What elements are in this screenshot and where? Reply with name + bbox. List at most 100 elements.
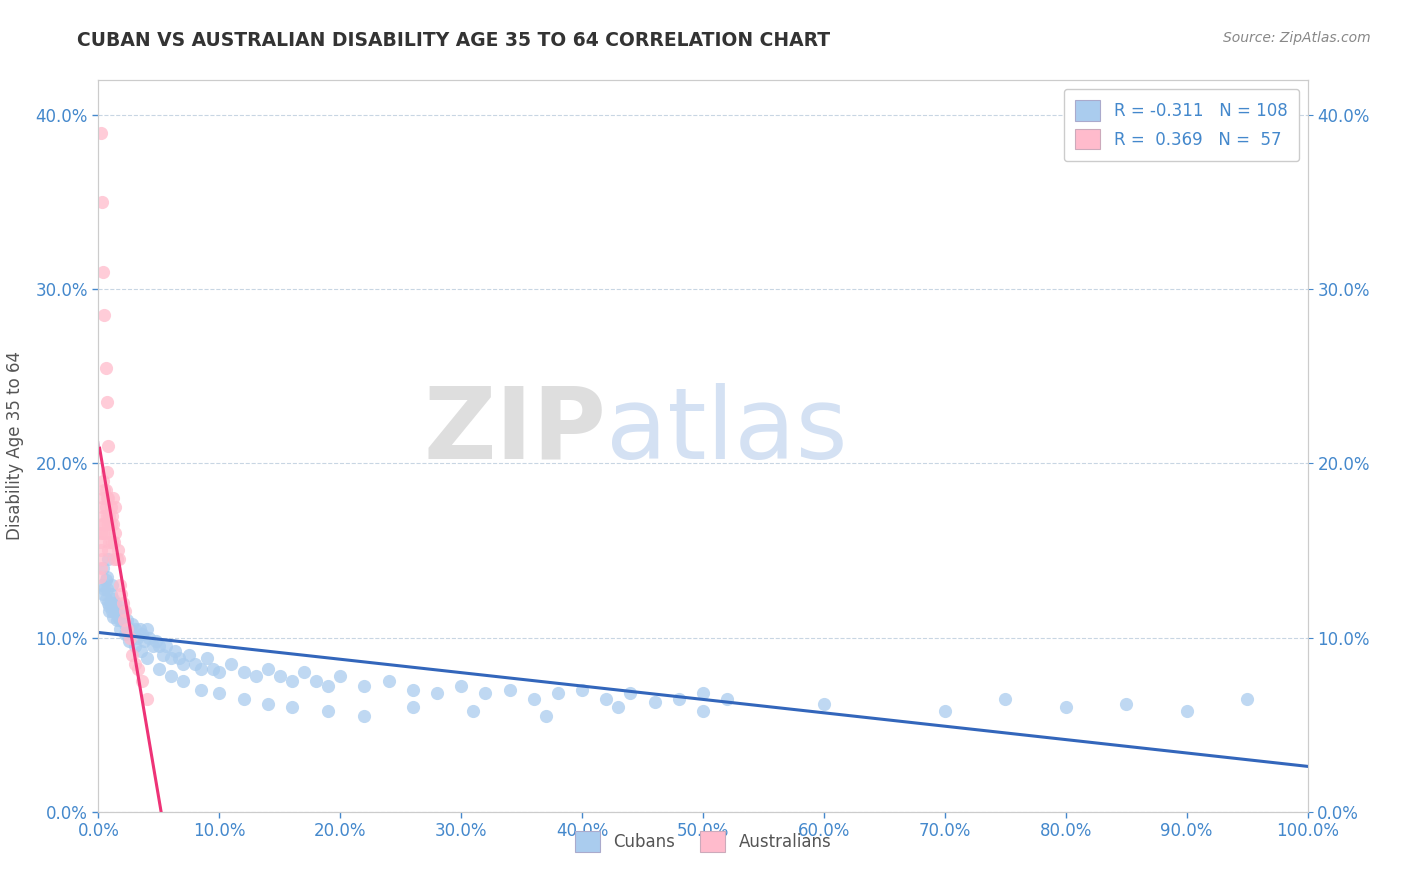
Point [104,500,127,514]
Point [105,613,128,627]
Point [94,573,117,587]
Point [105,604,128,618]
Point [117,622,139,636]
Point [692,686,714,700]
Point [91,561,114,575]
Point [994,691,1017,706]
Point [93,309,115,323]
Point [121,616,143,631]
Point [97,543,120,558]
Point [117,613,139,627]
Point [96,491,118,506]
Point [142,640,165,654]
Point [498,682,520,697]
Point [107,609,129,624]
Point [813,697,835,711]
Point [89,569,111,583]
Point [108,613,131,627]
Point [152,648,174,662]
Point [316,679,339,693]
Point [98,508,121,523]
Point [94,360,117,375]
Point [96,508,118,523]
Point [96,582,118,596]
Point [90,126,112,140]
Point [232,665,254,680]
Point [208,686,231,700]
Point [135,651,157,665]
Point [668,691,690,706]
Point [934,704,956,718]
Point [1054,700,1077,714]
Point [155,640,177,654]
Point [94,500,117,514]
Point [91,552,114,566]
Point [97,596,120,610]
Point [1236,691,1258,706]
Point [97,517,120,532]
Point [91,195,114,210]
Point [100,587,122,601]
Point [134,634,156,648]
Legend: Cubans, Australians: Cubans, Australians [568,824,838,858]
Point [195,651,218,665]
Point [148,662,170,676]
Point [127,631,149,645]
Point [426,686,449,700]
Point [305,674,328,689]
Point [353,709,375,723]
Point [91,578,114,592]
Point [100,517,122,532]
Point [100,578,122,592]
Point [128,622,150,636]
Point [94,483,117,497]
Point [145,634,167,648]
Point [93,508,115,523]
Point [450,679,472,693]
Point [98,599,121,614]
Point [523,691,546,706]
Y-axis label: Disability Age 35 to 64: Disability Age 35 to 64 [7,351,24,541]
Point [96,395,118,409]
Point [107,543,129,558]
Point [111,604,134,618]
Point [108,552,131,566]
Point [118,622,141,636]
Point [97,491,120,506]
Point [131,627,153,641]
Point [208,665,231,680]
Point [232,691,254,706]
Point [316,704,339,718]
Point [190,682,212,697]
Point [124,657,146,671]
Point [114,616,136,631]
Point [353,679,375,693]
Point [129,644,152,658]
Point [619,686,641,700]
Point [114,604,136,618]
Point [94,592,117,607]
Point [135,691,157,706]
Point [402,700,425,714]
Point [256,697,278,711]
Point [104,526,127,541]
Text: CUBAN VS AUSTRALIAN DISABILITY AGE 35 TO 64 CORRELATION CHART: CUBAN VS AUSTRALIAN DISABILITY AGE 35 TO… [77,31,831,50]
Point [1115,697,1137,711]
Point [118,631,141,645]
Point [118,634,141,648]
Point [281,700,304,714]
Point [90,561,112,575]
Point [91,517,114,532]
Point [91,526,114,541]
Point [131,674,153,689]
Point [110,604,132,618]
Point [97,552,120,566]
Point [281,674,304,689]
Point [101,517,124,532]
Point [108,622,131,636]
Point [474,686,496,700]
Text: Source: ZipAtlas.com: Source: ZipAtlas.com [1223,31,1371,45]
Point [716,691,738,706]
Point [221,657,243,671]
Point [256,662,278,676]
